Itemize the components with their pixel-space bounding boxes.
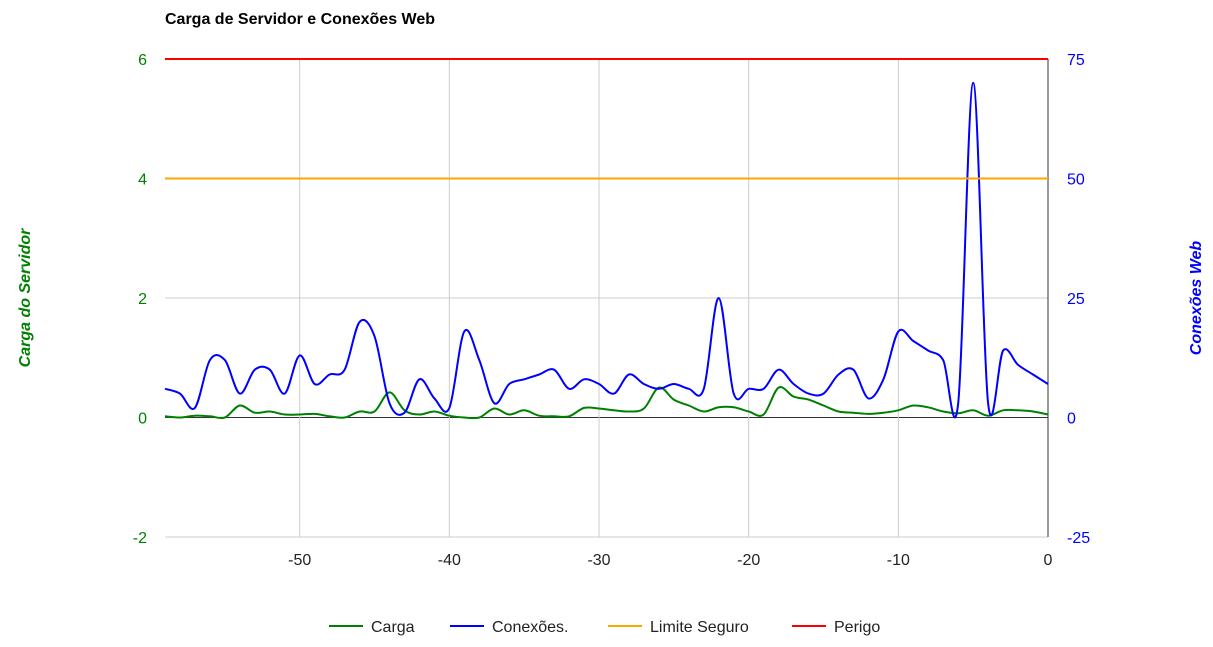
right-tick-label: 25	[1067, 291, 1085, 308]
right-tick-label: 50	[1067, 172, 1085, 189]
chart-title: Carga de Servidor e Conexões Web	[165, 11, 435, 28]
right-axis-ticks: 75 50 25 0 -25	[1067, 52, 1090, 547]
series-conexoes-line	[164, 81, 1049, 419]
x-axis-ticks: -50 -40 -30 -20 -10 0	[288, 552, 1052, 569]
right-tick-label: 75	[1067, 52, 1085, 69]
right-tick-label: 0	[1067, 411, 1076, 428]
left-axis-ticks: 6 4 2 0 -2	[133, 52, 147, 547]
left-tick-label: 2	[138, 291, 147, 308]
right-axis-title: Conexões Web	[1188, 241, 1205, 356]
x-tick-label: -40	[438, 552, 461, 569]
left-tick-label: 6	[138, 52, 147, 69]
legend-label: Perigo	[834, 619, 880, 636]
left-tick-label: 0	[138, 411, 147, 428]
left-axis-title: Carga do Servidor	[17, 228, 34, 367]
series-lines	[164, 58, 1049, 420]
legend-label: Conexões.	[492, 619, 569, 636]
grid-lines	[165, 58, 1049, 538]
left-tick-label: -2	[133, 530, 147, 547]
x-tick-label: -10	[887, 552, 910, 569]
left-tick-label: 4	[138, 172, 147, 189]
x-tick-label: 0	[1044, 552, 1053, 569]
series-carga-line	[164, 386, 1049, 420]
x-tick-label: -50	[288, 552, 311, 569]
x-tick-label: -30	[587, 552, 610, 569]
legend-label: Carga	[371, 619, 415, 636]
legend: Carga Conexões. Limite Seguro Perigo	[329, 619, 880, 636]
legend-label: Limite Seguro	[650, 619, 749, 636]
x-tick-label: -20	[737, 552, 760, 569]
right-tick-label: -25	[1067, 530, 1090, 547]
